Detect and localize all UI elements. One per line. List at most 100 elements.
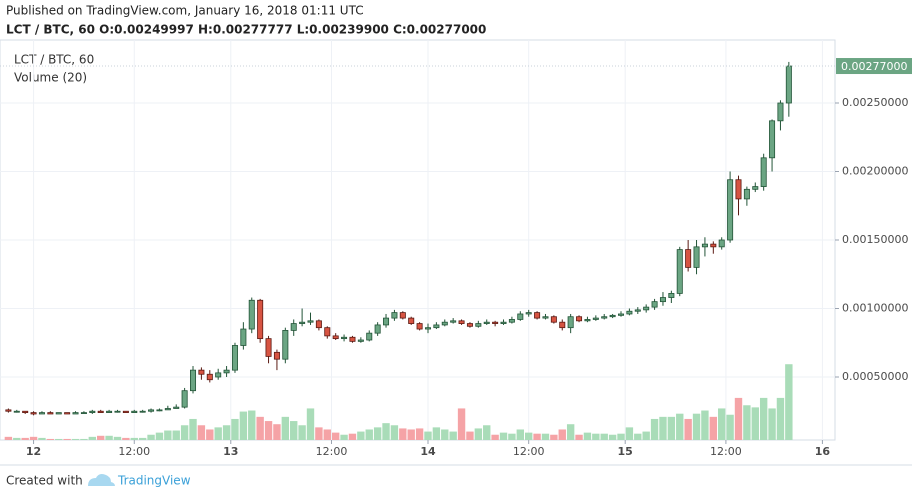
volume-bar <box>348 433 357 440</box>
candle-body <box>609 314 616 318</box>
candle-body <box>525 312 532 315</box>
candle-body <box>349 336 356 342</box>
ohlc-line: LCT / BTC, 60 O:0.00249997 H:0.00277777 … <box>6 23 486 37</box>
candle-body <box>282 330 289 360</box>
volume-bar <box>323 429 331 440</box>
candle-body <box>718 239 725 248</box>
candle-body <box>601 316 608 319</box>
symbol-legend: LCT / BTC, 60 <box>14 53 94 67</box>
candle-body <box>567 316 574 329</box>
candle-body <box>47 412 54 415</box>
candle-body <box>399 312 406 319</box>
volume-bar <box>273 424 281 440</box>
candle-body <box>659 297 666 303</box>
volume-bar <box>122 437 130 440</box>
candle-body <box>156 409 163 412</box>
volume-bar <box>365 429 373 440</box>
candle-body <box>441 321 448 326</box>
candle-body <box>148 409 155 412</box>
volume-bar <box>315 427 323 440</box>
volume-bar <box>709 416 718 440</box>
y-tick-label: 0.00050000 <box>842 370 908 383</box>
volume-bar <box>138 437 147 440</box>
candle-body <box>198 369 205 375</box>
volume-bar <box>676 413 684 440</box>
candle-body <box>38 412 45 415</box>
candle-body <box>433 324 440 329</box>
candle-body <box>408 317 415 324</box>
candle-body <box>651 301 658 308</box>
candle-body <box>64 412 71 415</box>
candle-body <box>592 317 599 320</box>
volume-bar <box>634 433 642 440</box>
candle-body <box>584 319 591 322</box>
candle-body <box>173 406 180 409</box>
volume-bar <box>625 427 634 440</box>
candle-body <box>760 157 767 187</box>
volume-bar <box>558 429 566 440</box>
candle-body <box>676 249 683 294</box>
candle-body <box>13 410 20 413</box>
volume-bar <box>424 431 432 440</box>
volume-bar <box>474 428 483 440</box>
candle-body <box>777 102 784 122</box>
candle-body <box>475 323 482 327</box>
x-tick-label: 12:00 <box>513 445 545 458</box>
volume-bar <box>306 408 315 440</box>
volume-bar <box>214 427 222 440</box>
volume-bar <box>340 434 348 440</box>
volume-bar <box>751 407 759 440</box>
candle-body <box>643 306 650 311</box>
candle-body <box>508 319 515 323</box>
footer-brand: TradingView <box>117 474 191 488</box>
candle-body <box>366 332 373 341</box>
volume-bar <box>566 424 575 440</box>
volume-bar <box>516 429 524 440</box>
volume-bar <box>583 432 592 440</box>
candle-body <box>517 313 524 320</box>
candle-body <box>80 412 87 415</box>
grid <box>0 40 835 440</box>
volume-bar <box>4 436 13 440</box>
published-line: Published on TradingView.com, January 16… <box>6 4 364 18</box>
x-tick-label: 15 <box>618 445 633 458</box>
volume-bar <box>105 435 113 440</box>
candle-body <box>693 246 700 268</box>
y-tick-label: 0.00200000 <box>842 165 908 178</box>
candle-body <box>492 321 499 324</box>
volume-bar <box>281 416 290 440</box>
volume-bar <box>726 414 734 440</box>
volume-bar <box>71 438 80 440</box>
candle-body <box>30 412 37 415</box>
x-tick-label: 12:00 <box>118 445 150 458</box>
volume-bar <box>357 431 365 440</box>
candle-body <box>206 373 213 381</box>
volume-bar <box>38 437 46 440</box>
candle-body <box>466 323 473 327</box>
volume-bar <box>592 433 600 440</box>
volume-bar <box>550 434 558 440</box>
candle-body <box>97 410 104 414</box>
candle-body <box>550 316 557 323</box>
volume-bar <box>382 423 390 440</box>
volume-bar <box>524 432 533 440</box>
candle-body <box>190 369 197 392</box>
y-tick-label: 0.00100000 <box>842 301 908 314</box>
candle-body <box>139 410 146 413</box>
volume-bar <box>457 408 466 440</box>
candle-body <box>114 410 121 413</box>
candle-body <box>685 249 692 268</box>
volume-bar <box>533 433 541 440</box>
volume-bar <box>650 418 659 440</box>
volume-bar <box>248 410 256 440</box>
volume-bar <box>298 425 306 440</box>
volume-bar <box>147 434 155 440</box>
volume-bar <box>290 421 298 440</box>
volume-bar <box>508 433 516 440</box>
candle-body <box>240 328 247 346</box>
candle-body <box>215 372 222 378</box>
volume-bar <box>701 410 709 440</box>
candle-body <box>307 320 314 323</box>
volume-bar <box>231 418 239 440</box>
x-tick-label: 16 <box>815 445 831 458</box>
